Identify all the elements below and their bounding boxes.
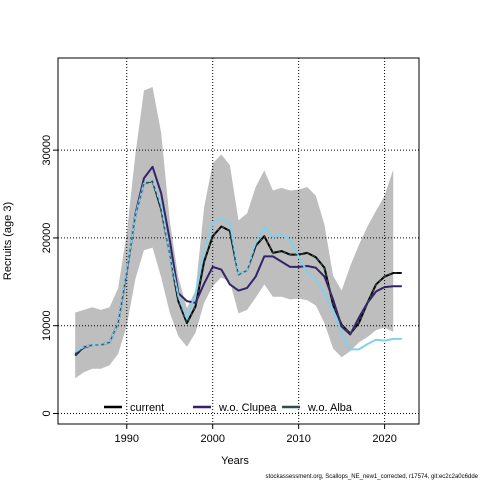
x-tick-label: 2000 xyxy=(200,433,224,445)
legend-label: w.o. Alba xyxy=(307,402,353,414)
y-tick-label: 30000 xyxy=(41,135,53,166)
y-axis-title: Recruits (age 3) xyxy=(2,202,14,280)
x-tick-label: 2020 xyxy=(372,433,396,445)
plot-frame xyxy=(57,57,420,425)
y-tick-label: 10000 xyxy=(41,310,53,341)
x-tick-label: 1990 xyxy=(115,433,139,445)
grid-layer xyxy=(58,58,419,424)
legend: current w.o. Clupea w.o. Alba xyxy=(104,402,353,414)
confidence-band xyxy=(75,86,394,379)
series-line-w-o-alba-3 xyxy=(74,180,402,356)
x-tick-label: 2010 xyxy=(286,433,310,445)
series-layer xyxy=(74,165,402,357)
confidence-band-layer xyxy=(75,86,394,379)
y-tick-label: 20000 xyxy=(41,223,53,254)
legend-label: w.o. Clupea xyxy=(218,402,277,414)
y-tick-label: 0 xyxy=(41,410,53,416)
x-axis-title: Years xyxy=(221,455,249,467)
axis-layer: 1990 2000 2010 2020 0 10000 20000 30000 xyxy=(41,135,397,445)
footer-text: stockassessment.org, Scallops_NE_new1_co… xyxy=(266,474,479,480)
legend-label: current xyxy=(130,402,164,414)
